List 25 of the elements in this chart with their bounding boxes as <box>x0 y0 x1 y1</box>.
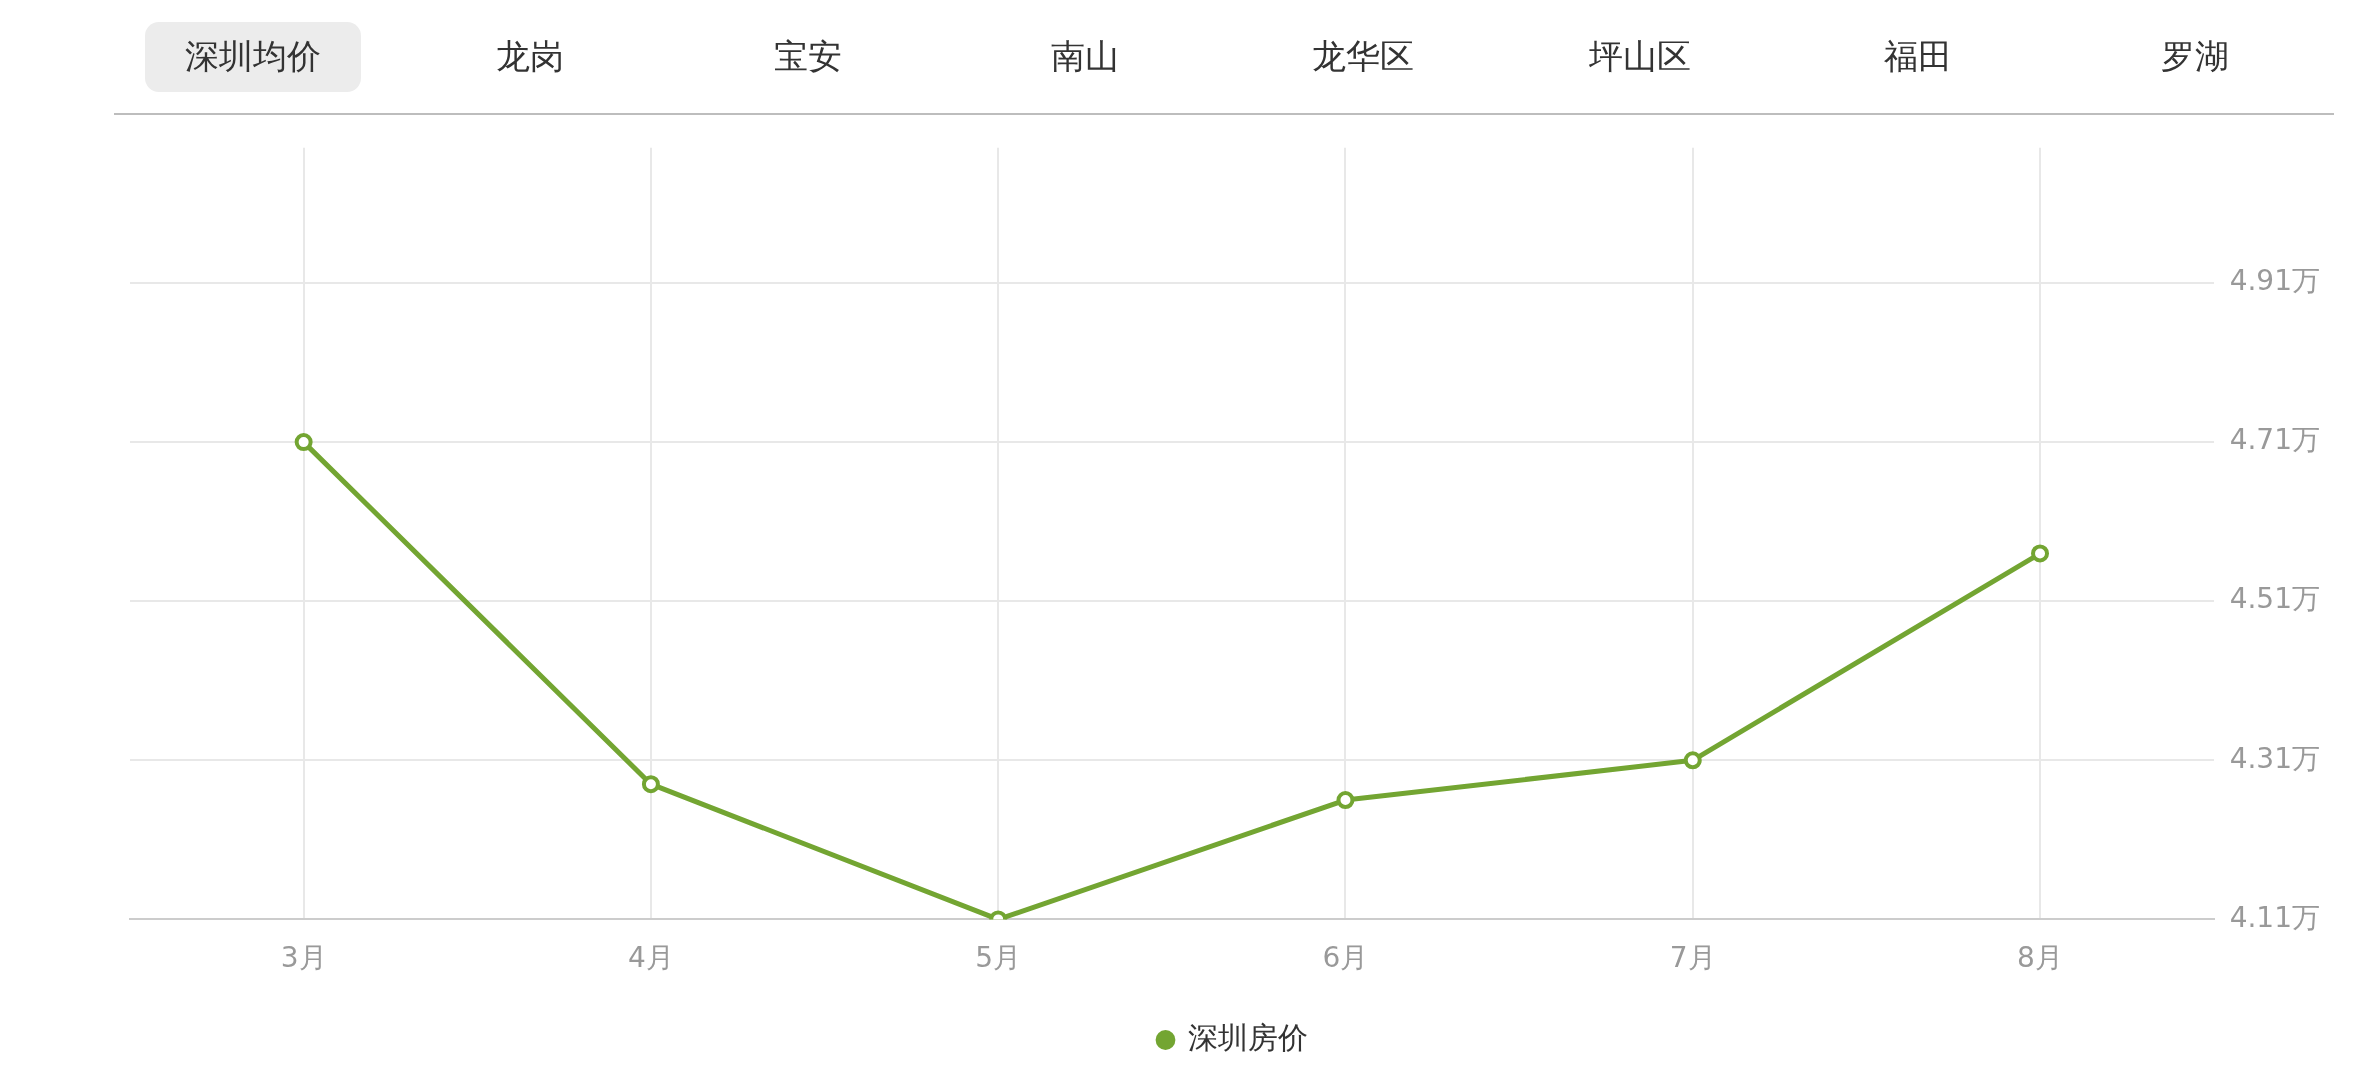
point <box>641 775 660 794</box>
text: 龙华区 <box>1310 34 1415 78</box>
x-tick-label: 7月 <box>1669 941 1716 975</box>
text: 龙岗 <box>495 34 566 78</box>
y-tick-label: 4.11万 <box>2229 900 2320 934</box>
point <box>2031 544 2050 563</box>
text: 南山 <box>1050 34 1121 78</box>
y-tick-label: 4.91万 <box>2229 264 2320 298</box>
x-tick-label: 8月 <box>2017 941 2063 975</box>
x-tick-label: 5月 <box>975 941 1022 975</box>
point <box>294 433 313 452</box>
point <box>1683 751 1702 770</box>
text: 罗湖 <box>2160 34 2231 78</box>
y-tick-label: 4.31万 <box>2229 741 2320 775</box>
point <box>1336 791 1355 810</box>
legend-label: 深圳房价 <box>1187 1019 1308 1055</box>
text: 宝安 <box>772 34 843 78</box>
x-tick-label: 4月 <box>628 941 674 975</box>
y-tick-label: 4.71万 <box>2229 423 2320 457</box>
y-tick-label: 4.51万 <box>2229 582 2320 616</box>
x-tick-label: 6月 <box>1322 941 1369 975</box>
x-tick-label: 3月 <box>280 941 327 975</box>
text: 深圳均价 <box>144 21 361 92</box>
text: 福田 <box>1882 34 1953 78</box>
text: 坪山区 <box>1588 34 1693 78</box>
